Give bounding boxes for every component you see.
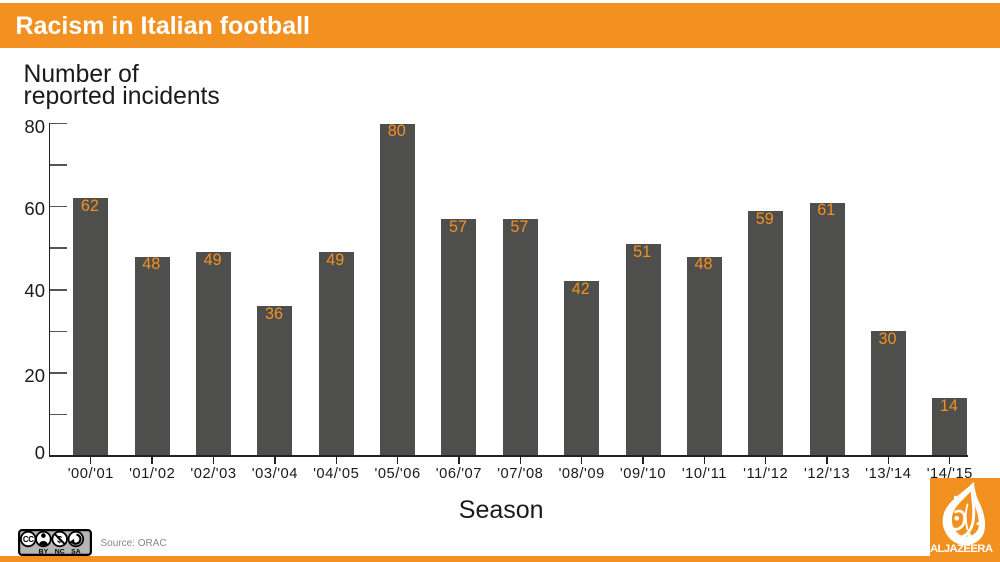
svg-text:SA: SA [71, 548, 81, 555]
svg-text:BY: BY [38, 548, 48, 555]
svg-text:CC: CC [22, 534, 33, 543]
svg-text:NC: NC [54, 548, 64, 555]
